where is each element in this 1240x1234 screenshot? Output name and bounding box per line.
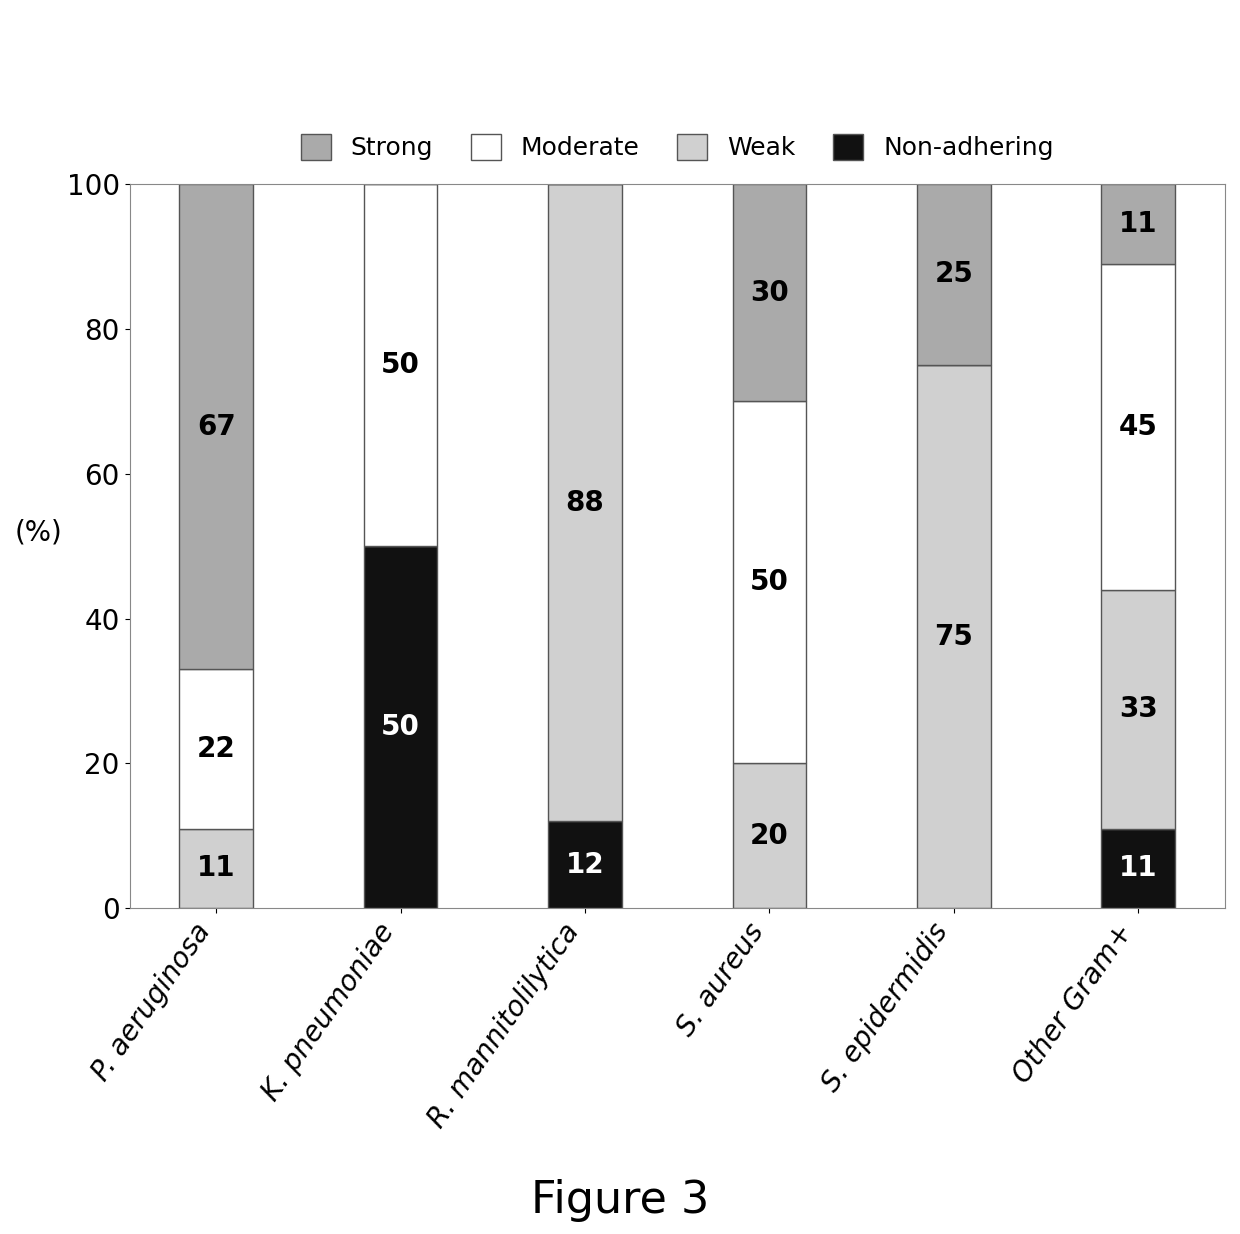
Bar bbox=[363, 547, 438, 908]
Bar bbox=[548, 184, 622, 822]
Text: 45: 45 bbox=[1118, 412, 1158, 441]
Y-axis label: (%): (%) bbox=[15, 518, 63, 547]
Text: 25: 25 bbox=[935, 260, 973, 289]
Text: 33: 33 bbox=[1118, 695, 1158, 723]
Text: 50: 50 bbox=[750, 569, 789, 596]
Text: 75: 75 bbox=[935, 623, 973, 650]
Bar bbox=[1101, 828, 1176, 908]
Text: 20: 20 bbox=[750, 822, 789, 850]
Text: 22: 22 bbox=[197, 735, 236, 763]
Bar bbox=[548, 822, 622, 908]
Bar bbox=[180, 184, 253, 669]
Bar bbox=[918, 184, 991, 365]
Text: 30: 30 bbox=[750, 279, 789, 306]
Bar bbox=[363, 184, 438, 547]
Bar bbox=[733, 764, 806, 908]
Text: 50: 50 bbox=[381, 350, 420, 379]
Text: 67: 67 bbox=[197, 412, 236, 441]
Text: 11: 11 bbox=[197, 854, 236, 882]
Bar bbox=[918, 365, 991, 908]
Text: 50: 50 bbox=[381, 713, 420, 742]
Bar bbox=[1101, 184, 1176, 264]
Bar bbox=[180, 828, 253, 908]
Text: 11: 11 bbox=[1118, 210, 1158, 238]
Legend: Strong, Moderate, Weak, Non-adhering: Strong, Moderate, Weak, Non-adhering bbox=[291, 123, 1064, 170]
Bar bbox=[1101, 264, 1176, 590]
Bar bbox=[1101, 590, 1176, 828]
Text: 12: 12 bbox=[565, 850, 604, 879]
Text: Figure 3: Figure 3 bbox=[531, 1178, 709, 1222]
Bar bbox=[733, 184, 806, 401]
Bar bbox=[180, 669, 253, 828]
Bar bbox=[733, 401, 806, 764]
Text: 11: 11 bbox=[1118, 854, 1158, 882]
Text: 88: 88 bbox=[565, 489, 604, 517]
